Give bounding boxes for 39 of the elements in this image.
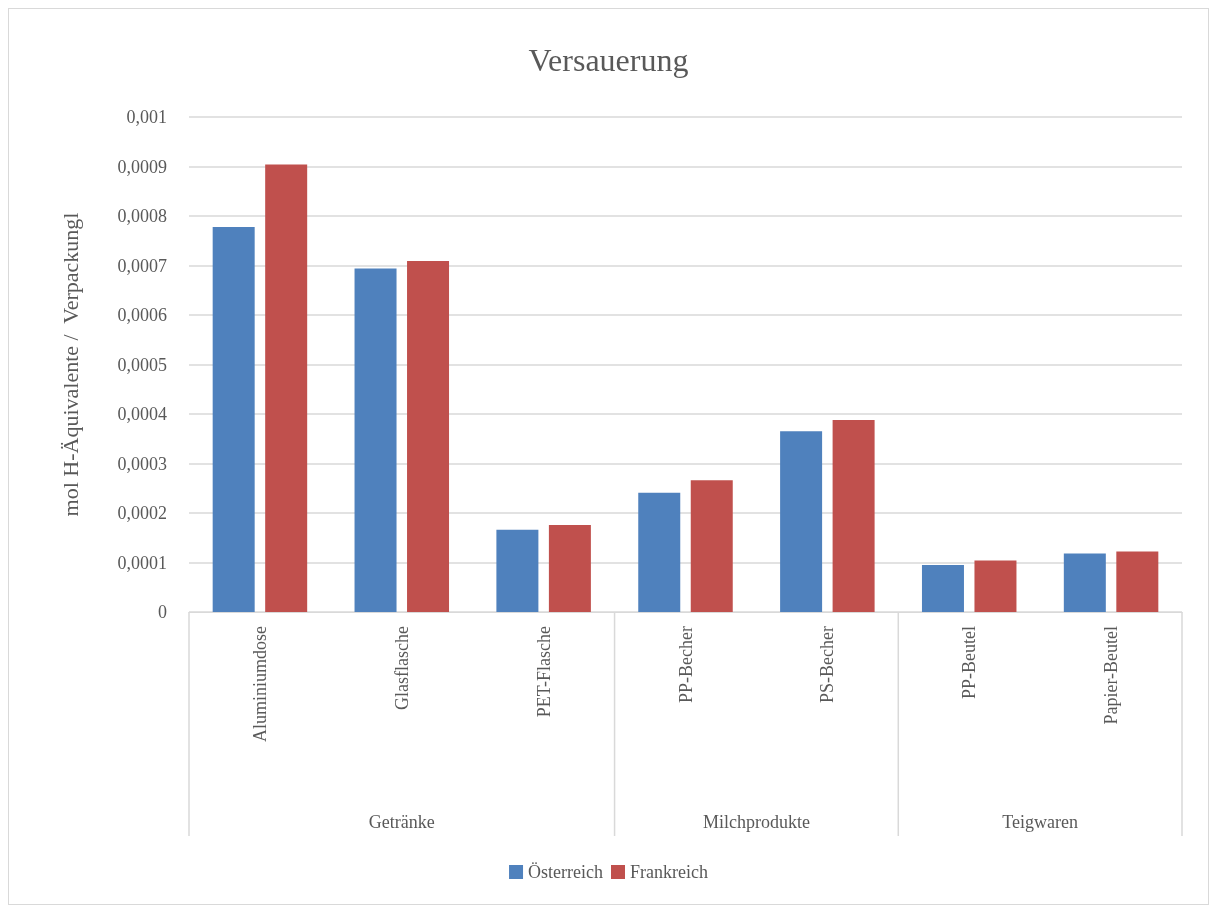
bar [212,226,255,612]
bar [780,431,823,612]
bar [638,492,681,612]
legend-label: Frankreich [630,862,708,882]
y-tick-label: 0,0006 [117,305,167,325]
bar [548,524,591,612]
bar [407,261,450,612]
x-tick-label: PP-Becher [675,626,696,703]
bar [354,268,397,612]
y-tick-label: 0,0002 [117,503,167,523]
chart-title: Versauerung [528,42,689,78]
y-tick-label: 0,0004 [117,404,167,424]
x-tick-label: PS-Becher [817,626,838,703]
legend-label: Österreich [528,862,603,882]
y-tick-label: 0,0008 [117,206,167,226]
bar [1116,551,1159,612]
x-tick-label: Aluminiumdose [249,625,270,742]
y-tick-label: 0,0007 [117,255,167,276]
y-tick-label: 0 [158,602,167,622]
x-tick-label: Glasflasche [391,626,412,710]
bar [1063,553,1106,612]
y-tick-label: 0,0003 [117,453,167,474]
bar [974,560,1017,612]
bar [496,529,539,612]
bar [921,564,964,612]
text: Teigwaren [1002,812,1078,832]
y-tick-label: 0,001 [126,107,167,127]
bar [832,419,875,612]
text: Milchprodukte [702,812,810,832]
y-tick-label: 0,0005 [117,354,167,375]
y-axis-title: mol H-Äquivalente / Verpackungl [57,212,83,517]
x-tick-label: PP-Beutel [959,626,980,700]
bar [265,164,308,612]
text: Getränke [368,812,435,832]
y-tick-label: 0,0009 [117,156,167,177]
bar [690,480,733,612]
x-tick-label: PET-Flasche [533,625,554,718]
x-tick-label: Papier-Beutel [1101,626,1122,725]
y-tick-label: 0,0001 [117,552,167,573]
